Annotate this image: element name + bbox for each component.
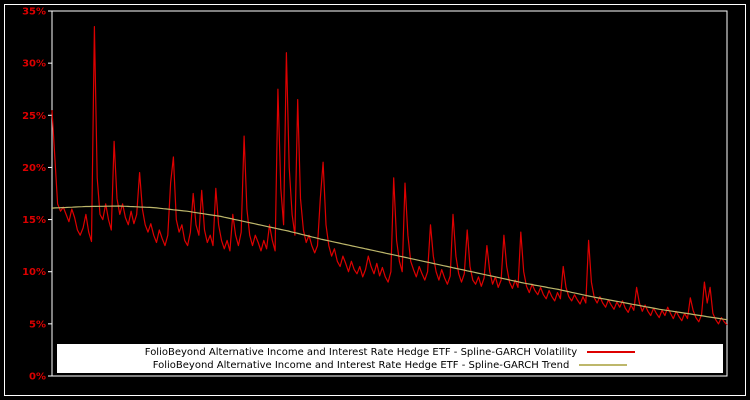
trend-series-line bbox=[51, 205, 728, 321]
chart-frame bbox=[4, 4, 746, 396]
legend-label-volatility: FolioBeyond Alternative Income and Inter… bbox=[144, 346, 578, 358]
trend-line-sample bbox=[579, 364, 628, 366]
legend: FolioBeyond Alternative Income and Inter… bbox=[57, 344, 723, 373]
volatility-series-line bbox=[51, 26, 728, 326]
y-tick-label: 15% bbox=[22, 215, 46, 226]
y-tick-label: 5% bbox=[29, 319, 46, 330]
volatility-line-sample bbox=[587, 351, 636, 353]
y-tick-label: 35% bbox=[22, 7, 46, 18]
plot-box bbox=[51, 10, 728, 377]
legend-label-trend: FolioBeyond Alternative Income and Inter… bbox=[152, 359, 570, 371]
y-tick-label: 10% bbox=[22, 267, 46, 278]
y-tick-label: 0% bbox=[29, 372, 46, 383]
y-tick-label: 20% bbox=[22, 163, 46, 174]
y-tick-label: 25% bbox=[22, 111, 46, 122]
legend-entry-trend: FolioBeyond Alternative Income and Inter… bbox=[57, 359, 723, 372]
y-tick-label: 30% bbox=[22, 59, 46, 70]
legend-entry-volatility: FolioBeyond Alternative Income and Inter… bbox=[57, 346, 723, 359]
